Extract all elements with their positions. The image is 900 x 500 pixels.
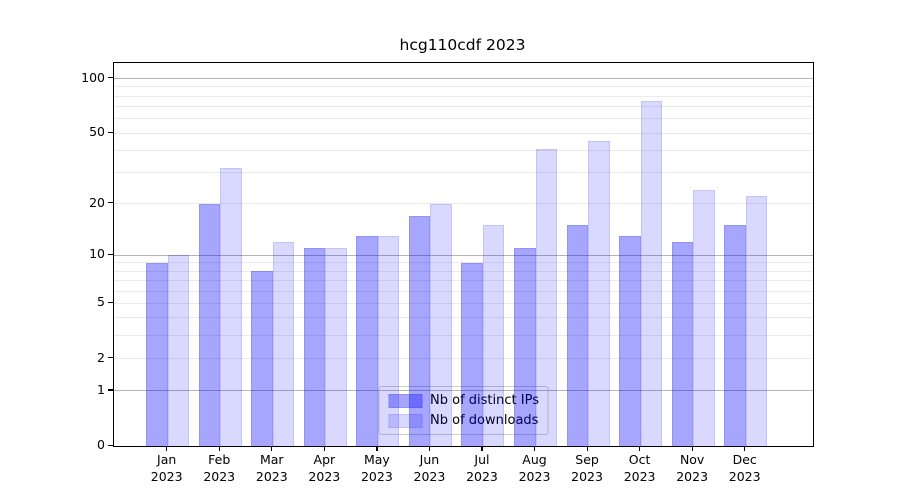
x-tick-label: May 2023: [360, 452, 393, 484]
y-tick-label: 1: [97, 381, 105, 397]
minor-gridline: [114, 149, 813, 151]
x-tick-label: Feb 2023: [203, 452, 236, 484]
y-tick-mark: [108, 77, 113, 79]
bar-distinct-ips: [514, 248, 536, 446]
y-tick-label: 2: [97, 349, 105, 365]
minor-gridline: [114, 335, 813, 337]
bar-downloads: [220, 167, 242, 446]
bar-distinct-ips: [303, 248, 326, 446]
x-tick-label: Jul 2023: [466, 452, 498, 484]
minor-gridline: [114, 317, 813, 319]
x-tick-label: Sep 2023: [571, 452, 603, 484]
legend-swatch: [388, 413, 423, 428]
minor-gridline: [114, 290, 813, 292]
x-tick-label: Oct 2023: [623, 452, 656, 484]
bar-downloads: [377, 235, 400, 446]
x-tick-label: Apr 2023: [308, 452, 341, 484]
bar-downloads: [167, 255, 190, 446]
bar-downloads: [430, 203, 452, 446]
bar-distinct-ips: [408, 215, 431, 446]
x-tick-mark: [534, 446, 536, 451]
bar-distinct-ips: [356, 235, 378, 446]
x-tick-mark: [166, 446, 168, 451]
bar-downloads: [535, 148, 557, 446]
major-gridline: [114, 78, 813, 80]
x-tick-mark: [691, 446, 693, 451]
x-tick-label: Jan 2023: [150, 452, 183, 484]
x-tick-label: Aug 2023: [518, 452, 551, 484]
y-tick-label: 20: [89, 194, 105, 210]
y-tick-mark: [108, 444, 113, 446]
bar-downloads: [588, 141, 610, 446]
bar-downloads: [640, 101, 663, 446]
minor-gridline: [114, 118, 813, 120]
x-tick-label: Mar 2023: [255, 452, 288, 484]
minor-gridline: [114, 203, 813, 205]
x-tick-mark: [271, 446, 273, 451]
legend-item: Nb of downloads: [388, 413, 539, 428]
x-tick-mark: [744, 446, 746, 451]
minor-gridline: [114, 95, 813, 97]
y-tick-mark: [108, 202, 113, 204]
y-tick-mark: [108, 357, 113, 359]
y-tick-label: 50: [89, 124, 105, 140]
x-tick-label: Dec 2023: [728, 452, 761, 484]
bar-distinct-ips: [146, 262, 168, 446]
plot-area: Nb of distinct IPs Nb of downloads: [113, 62, 814, 447]
y-tick-label: 0: [97, 437, 105, 452]
x-tick-mark: [428, 446, 431, 451]
y-tick-mark: [108, 389, 113, 391]
bar-distinct-ips: [671, 241, 694, 446]
bar-downloads: [745, 196, 768, 446]
bar-distinct-ips: [724, 225, 746, 446]
legend: Nb of distinct IPs Nb of downloads: [378, 386, 549, 435]
y-tick-label: 10: [89, 246, 105, 262]
legend-swatch: [388, 393, 423, 408]
minor-gridline: [114, 270, 813, 272]
legend-item: Nb of distinct IPs: [388, 393, 539, 408]
x-tick-mark: [218, 446, 220, 451]
x-tick-mark: [376, 446, 378, 451]
y-tick-label: 100: [81, 69, 105, 85]
bar-distinct-ips: [461, 262, 483, 446]
chart-title: hcg110cdf 2023: [399, 36, 526, 54]
bar-distinct-ips: [251, 271, 273, 446]
major-gridline: [114, 254, 813, 256]
x-tick-mark: [481, 446, 483, 451]
x-tick-mark: [323, 446, 326, 451]
minor-gridline: [114, 172, 813, 174]
legend-label: Nb of distinct IPs: [430, 393, 539, 408]
minor-gridline: [114, 86, 813, 88]
minor-gridline: [114, 302, 813, 304]
y-tick-mark: [108, 301, 113, 304]
bar-distinct-ips: [619, 235, 641, 446]
bar-distinct-ips: [566, 225, 589, 446]
minor-gridline: [114, 280, 813, 281]
bar-downloads: [482, 225, 505, 446]
minor-gridline: [114, 106, 813, 108]
y-tick-label: 5: [97, 294, 105, 310]
bar-downloads: [272, 241, 295, 446]
minor-gridline: [114, 132, 813, 134]
bar-downloads: [693, 189, 715, 446]
minor-gridline: [114, 358, 813, 360]
bar-downloads: [325, 248, 347, 446]
x-tick-mark: [586, 446, 588, 451]
y-tick-mark: [108, 131, 113, 133]
major-gridline: [114, 390, 813, 392]
minor-gridline: [114, 262, 813, 264]
x-tick-mark: [639, 446, 641, 451]
bar-distinct-ips: [198, 203, 221, 446]
x-tick-label: Nov 2023: [676, 452, 709, 484]
x-tick-label: Jun 2023: [413, 452, 446, 484]
y-tick-mark: [108, 253, 113, 255]
legend-label: Nb of downloads: [430, 413, 539, 428]
